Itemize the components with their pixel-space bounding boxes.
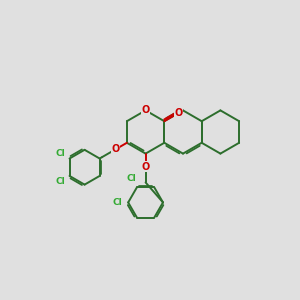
Text: Cl: Cl <box>127 174 136 183</box>
Text: Cl: Cl <box>56 177 65 186</box>
Text: O: O <box>142 162 150 172</box>
Text: O: O <box>175 108 183 118</box>
Text: O: O <box>142 105 150 116</box>
Text: Cl: Cl <box>113 198 123 207</box>
Text: Cl: Cl <box>56 149 65 158</box>
Text: O: O <box>112 144 120 154</box>
